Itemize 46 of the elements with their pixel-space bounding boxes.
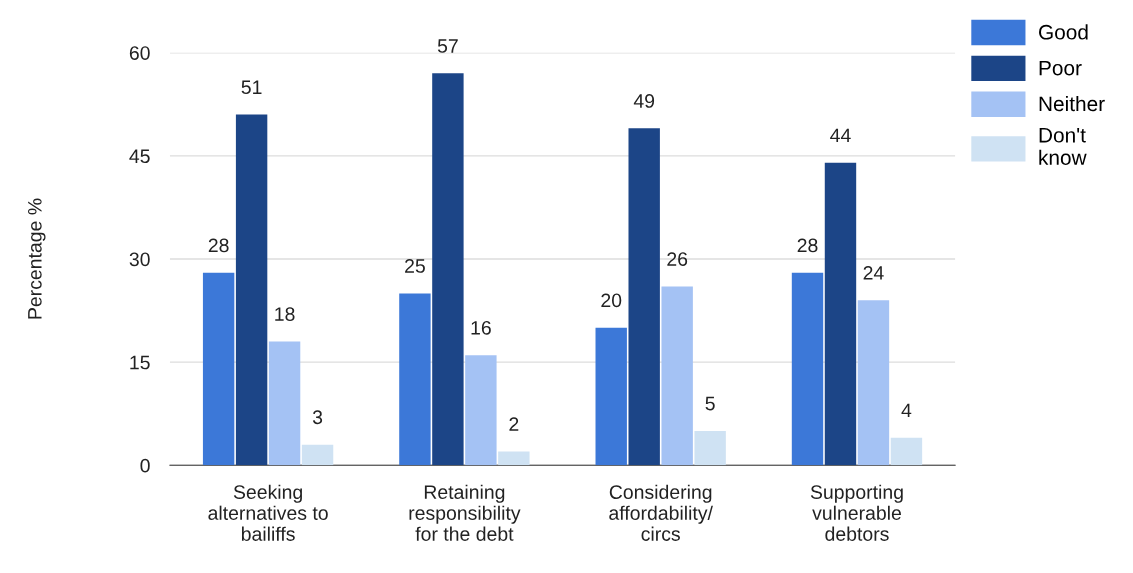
x-tick-label: Seeking alternatives to bailiffs	[208, 484, 328, 541]
bar	[432, 73, 464, 466]
data-label: 20	[601, 293, 622, 308]
data-label: 44	[830, 128, 851, 143]
bar	[202, 272, 235, 466]
data-label: 26	[667, 252, 688, 266]
bar	[661, 286, 693, 466]
legend-label: Don't know	[1039, 128, 1087, 166]
data-label: 28	[797, 238, 818, 253]
data-label: 5	[705, 396, 715, 411]
y-tick-label: 30	[129, 252, 150, 267]
data-label: 25	[405, 259, 425, 273]
bar	[399, 293, 431, 466]
legend-label: Neither	[1039, 95, 1105, 112]
data-label: 57	[437, 39, 458, 53]
y-axis-title: Percentage %	[28, 198, 46, 319]
bar	[595, 327, 627, 466]
bar	[465, 355, 497, 466]
bar	[694, 430, 726, 466]
legend-label: Poor	[1039, 60, 1082, 76]
data-label: 51	[241, 80, 262, 95]
bar	[890, 437, 923, 466]
bar	[301, 444, 334, 466]
data-label: 16	[471, 320, 491, 335]
bar	[268, 341, 301, 466]
bar	[235, 114, 268, 466]
x-tick-label: Supporting vulnerable debtors	[810, 484, 903, 541]
data-label: 24	[863, 265, 884, 280]
legend-label: Good	[1039, 24, 1088, 40]
data-label: 18	[275, 307, 295, 321]
bar	[791, 272, 824, 466]
y-tick-label: 45	[129, 149, 150, 164]
y-tick-label: 60	[129, 46, 150, 60]
data-label: 2	[509, 417, 519, 431]
x-tick-label: Retaining responsibility for the debt	[409, 484, 521, 541]
x-tick-label: Considering affordability/ circs	[609, 484, 713, 541]
y-tick-label: 0	[140, 458, 150, 473]
data-label: 4	[901, 403, 912, 418]
data-label: 28	[208, 238, 229, 253]
bar	[824, 162, 857, 466]
bar	[628, 128, 660, 466]
y-tick-label: 15	[130, 355, 150, 370]
data-label: 3	[312, 410, 323, 425]
data-label: 49	[633, 94, 655, 108]
bar	[498, 451, 530, 466]
bar	[857, 300, 890, 466]
